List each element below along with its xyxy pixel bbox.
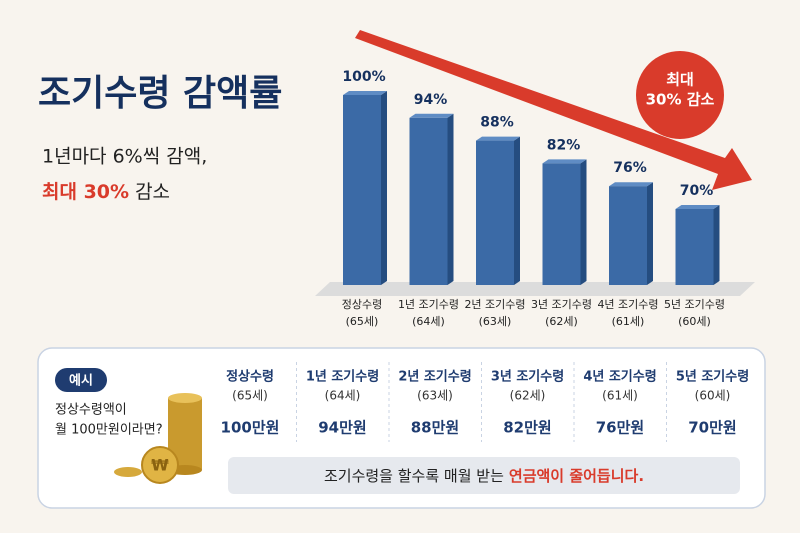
x-tick-sublabel: (62세) <box>545 315 578 328</box>
column-age: (63세) <box>417 389 453 403</box>
note-box <box>228 457 740 494</box>
coins <box>114 393 202 484</box>
example-text: 정상수령액이 <box>55 403 127 418</box>
column-amount: 70만원 <box>688 419 736 437</box>
x-tick-sublabel: (63세) <box>479 315 512 328</box>
column-amount: 88만원 <box>411 419 459 437</box>
bar-side <box>647 182 653 285</box>
x-tick-label: 2년 조기수령 <box>464 298 525 311</box>
bar <box>675 209 714 285</box>
note-text: 조기수령을 할수록 매월 받는 <box>324 467 504 485</box>
column-age: (64세) <box>325 389 361 403</box>
badge-text: 30% 감소 <box>646 91 715 109</box>
example-badge-text: 예시 <box>69 373 93 389</box>
badge-circle <box>636 51 724 139</box>
bar-side <box>580 159 587 285</box>
chart-title: 조기수령 감액률 <box>38 73 282 114</box>
column-amount: 76만원 <box>596 419 644 437</box>
column-amount: 82만원 <box>503 419 551 437</box>
subtitle: 최대 30% 감소 <box>42 181 170 203</box>
bar-side <box>381 91 387 285</box>
x-tick-label: 3년 조기수령 <box>531 298 592 311</box>
subtitle-highlight: 최대 30% <box>42 181 129 203</box>
floor <box>315 282 755 296</box>
x-tick-label: 1년 조기수령 <box>398 298 459 311</box>
column-amount: 94만원 <box>318 419 366 437</box>
column-age: (61세) <box>602 389 638 403</box>
bar-top <box>542 159 587 164</box>
column-name: 3년 조기수령 <box>491 370 564 385</box>
x-tick-label: 정상수령 <box>342 298 382 311</box>
bar <box>542 163 581 285</box>
x-tick-label: 5년 조기수령 <box>664 298 725 311</box>
column-age: (62세) <box>510 389 546 403</box>
bar-top <box>409 113 454 118</box>
x-tick-sublabel: (65세) <box>346 315 379 328</box>
note: 조기수령을 할수록 매월 받는 연금액이 줄어듭니다. <box>324 467 644 485</box>
column-name: 정상수령 <box>226 369 274 385</box>
column-name: 1년 조기수령 <box>306 370 379 385</box>
bar-side <box>447 113 454 285</box>
coin-symbol: ₩ <box>151 456 169 475</box>
bar-top <box>343 91 387 95</box>
x-tick-sublabel: (64세) <box>412 315 445 328</box>
column-name: 4년 조기수령 <box>583 370 656 385</box>
bar <box>476 140 514 285</box>
example-badge <box>55 368 107 392</box>
subtitle-rest: 감소 <box>135 181 170 203</box>
bar <box>343 95 381 285</box>
column-age: (65세) <box>232 389 268 403</box>
bar <box>409 117 448 285</box>
value-label: 94% <box>414 92 448 108</box>
badge-text: 최대 <box>666 71 694 89</box>
bar-top <box>609 182 653 187</box>
trend-arrow <box>355 30 752 190</box>
subtitle: 1년마다 6%씩 감액, <box>42 146 207 168</box>
bar <box>609 186 647 285</box>
x-tick-sublabel: (60세) <box>678 315 711 328</box>
note-highlight: 연금액이 줄어듭니다. <box>509 467 644 485</box>
column-age: (60세) <box>695 389 731 403</box>
value-label: 88% <box>480 115 514 131</box>
value-label: 100% <box>342 69 385 85</box>
example-text: 월 100만원이라면? <box>55 423 163 438</box>
value-label: 70% <box>680 183 714 199</box>
x-tick-label: 4년 조기수령 <box>597 298 658 311</box>
column-name: 2년 조기수령 <box>398 370 471 385</box>
example-columns: 정상수령 (65세) 100만원 1년 조기수령 (64세) 94만원 2년 조기수령 (63… <box>221 362 749 442</box>
column-amount: 100만원 <box>221 419 280 437</box>
bar-side <box>713 205 720 285</box>
value-label: 82% <box>547 137 581 153</box>
bars: 100% 정상수령 (65세) 94% 1년 조기수령 (64세) 88% 2년 조기수령 (6… <box>342 69 725 328</box>
x-tick-sublabel: (61세) <box>612 315 645 328</box>
bar-top <box>476 136 520 141</box>
value-label: 76% <box>613 160 647 176</box>
bar-side <box>514 136 520 285</box>
bar-top <box>675 205 720 209</box>
column-name: 5년 조기수령 <box>676 370 749 385</box>
